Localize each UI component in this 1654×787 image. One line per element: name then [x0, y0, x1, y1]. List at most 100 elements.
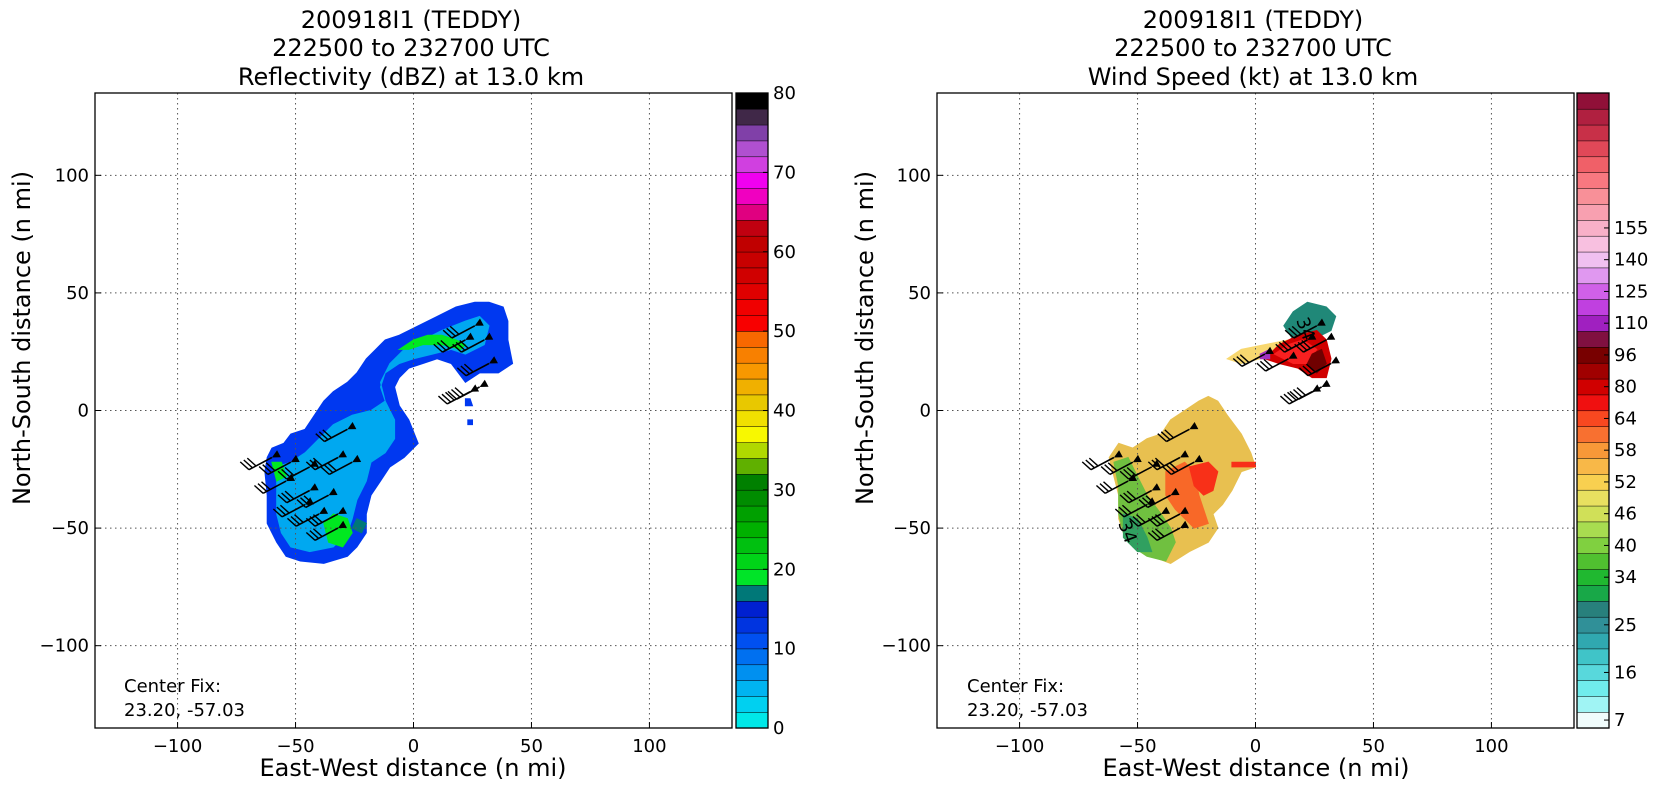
- colorbar-segment: [1576, 553, 1610, 570]
- colorbar-segment: [1576, 584, 1610, 602]
- colorbar-segment: [735, 600, 769, 618]
- panel-title-line-1: 200918I1 (TEDDY): [1143, 6, 1363, 34]
- panel-title-line-2: 222500 to 232700 UTC: [272, 34, 550, 62]
- colorbar-segment: [1576, 600, 1610, 618]
- colorbar-tick-label: 16: [1614, 662, 1637, 683]
- colorbar-segment: [735, 442, 769, 459]
- colorbar-tick-label: 7: [1614, 710, 1625, 731]
- x-tick-label: −100: [153, 736, 202, 757]
- colorbar-tick-label: 155: [1614, 218, 1648, 239]
- colorbar-segment: [735, 521, 769, 539]
- wind-barb: [456, 356, 498, 377]
- colorbar-segment: [735, 346, 769, 364]
- colorbar-tick-label: 96: [1614, 345, 1637, 366]
- y-tick-label: −50: [51, 518, 89, 539]
- colorbar-tick-label: 46: [1614, 504, 1637, 525]
- colorbar-segment: [1576, 140, 1610, 158]
- colorbar-segment: [735, 283, 769, 300]
- colorbar-segment: [1576, 108, 1610, 126]
- colorbar-tick-label: 80: [773, 83, 796, 104]
- wind-barbs: [1081, 318, 1340, 542]
- x-tick-label: 50: [520, 736, 543, 757]
- colorbar-segment: [735, 219, 769, 237]
- wind-barb: [258, 454, 300, 476]
- panel-title-line-3: Reflectivity (dBZ) at 13.0 km: [238, 63, 584, 91]
- colorbar-segment: [735, 172, 769, 189]
- wind-barb: [1114, 497, 1156, 518]
- colorbar-segments: [735, 92, 769, 729]
- grid-lines: [95, 93, 732, 728]
- x-tick-label: −50: [277, 736, 315, 757]
- colorbar-tick-label: 40: [773, 401, 796, 422]
- colorbar-segment: [735, 362, 769, 380]
- colorbar-segment: [735, 330, 769, 348]
- wind-barb: [1232, 346, 1274, 368]
- colorbar-segment: [735, 553, 769, 570]
- colorbar-tick-label: 64: [1614, 408, 1637, 429]
- colorbar-segment: [1576, 680, 1610, 697]
- colorbar-tick-label: 58: [1614, 440, 1637, 461]
- colorbar-tick-labels: 7 16 25 34 40 46 52 58 64 80 96 110 125 140 155: [1604, 218, 1648, 731]
- colorbar-tick-label: 70: [773, 162, 796, 183]
- wind-barb: [1279, 384, 1322, 405]
- colorbar-segment: [735, 394, 769, 412]
- wind-barb: [1284, 318, 1326, 339]
- wind-barb: [305, 520, 347, 542]
- y-tick-label: 100: [897, 165, 931, 186]
- colorbar-segment: [1576, 457, 1610, 475]
- colorbar-tick-label: 80: [1614, 377, 1637, 398]
- wind-barb: [277, 483, 319, 504]
- wind-barb: [1147, 450, 1189, 471]
- colorbar-segment: [735, 92, 769, 110]
- data-region: [467, 419, 473, 426]
- colorbar-segment: [735, 569, 769, 586]
- colorbar-segment: [1576, 489, 1610, 507]
- colorbar-frame: [1576, 92, 1610, 729]
- colorbar-segment: [735, 489, 769, 507]
- wind-barb: [305, 506, 347, 527]
- colorbar-segment: [735, 648, 769, 666]
- wind-barb: [1157, 422, 1199, 443]
- colorbar-tick-label: 125: [1614, 281, 1648, 302]
- center-fix-value: 23.20, -57.03: [124, 700, 245, 721]
- x-tick-label: −50: [1119, 736, 1157, 757]
- colorbar-segment: [735, 616, 769, 634]
- colorbar-tick-label: 50: [773, 321, 796, 342]
- colorbar-segment: [735, 696, 769, 713]
- colorbar-segment: [735, 457, 769, 475]
- wind-speed-panel: 200918I1 (TEDDY) 222500 to 232700 UTC Wi…: [851, 6, 1648, 782]
- colorbar-segment: [735, 664, 769, 681]
- colorbar-segment: [735, 426, 769, 443]
- wind-barb: [1298, 356, 1340, 377]
- wind-barb: [1081, 450, 1123, 471]
- colorbar-segment: [1576, 92, 1610, 110]
- colorbar-tick-label: 20: [773, 559, 796, 580]
- colorbar-tick-label: 0: [773, 718, 784, 739]
- colorbar-segment: [735, 124, 769, 142]
- data-region: [351, 518, 367, 534]
- reflectivity-panel: 200918I1 (TEDDY) 222500 to 232700 UTC Re…: [8, 6, 796, 782]
- center-fix-label: Center Fix:: [967, 676, 1064, 697]
- colorbar-segment: [735, 140, 769, 158]
- y-tick-label: 100: [55, 165, 89, 186]
- wind-barb: [452, 332, 494, 353]
- center-fix-value: 23.20, -57.03: [967, 700, 1088, 721]
- colorbar-tick-label: 110: [1614, 313, 1648, 334]
- colorbar-segment: [735, 473, 769, 491]
- colorbar-tick-label: 25: [1614, 615, 1637, 636]
- x-tick-label: −100: [995, 736, 1044, 757]
- colorbar-tick-label: 10: [773, 639, 796, 660]
- colorbar: 7 16 25 34 40 46 52 58 64 80 96 110 125 140 155: [1576, 92, 1648, 731]
- data-region: [1188, 461, 1219, 496]
- wind-barb: [320, 454, 362, 476]
- wind-barb: [1147, 520, 1189, 542]
- colorbar-tick-label: 30: [773, 480, 796, 501]
- colorbar-segment: [735, 537, 769, 554]
- wind-barb: [272, 497, 314, 518]
- wind-barbs: [239, 318, 498, 542]
- panel-title-line-3: Wind Speed (kt) at 13.0 km: [1088, 63, 1419, 91]
- x-axis-label: East-West distance (n mi): [259, 754, 566, 782]
- colorbar-segment: [1576, 330, 1610, 348]
- wind-barb: [1294, 332, 1336, 353]
